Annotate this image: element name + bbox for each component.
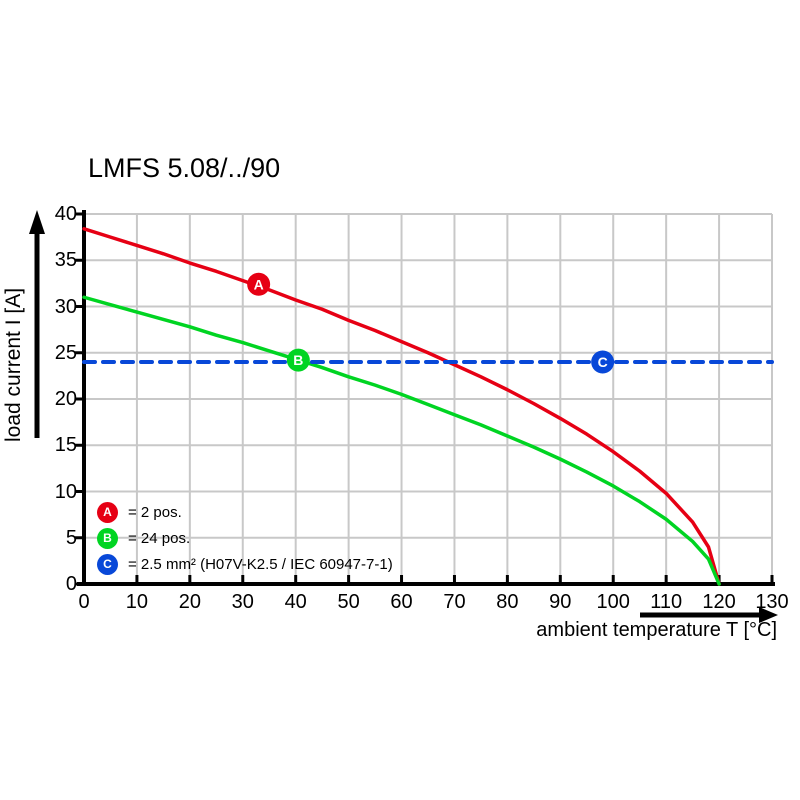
x-tick-label-120: 120	[702, 591, 736, 613]
marker-letter: C	[598, 354, 608, 370]
x-tick-label-0: 0	[78, 591, 90, 613]
y-tick-label-15: 15	[54, 434, 77, 457]
series-b-line	[82, 295, 721, 586]
legend-item-c: C = 2.5 mm² (H07V-K2.5 / IEC 60947-7-1)	[97, 554, 393, 575]
legend-item-a: A = 2 pos.	[97, 502, 393, 523]
marker-c: C	[591, 350, 615, 374]
legend-text: = 2 pos.	[128, 504, 182, 521]
x-tick-label-80: 80	[496, 591, 519, 613]
legend-text: = 2.5 mm² (H07V-K2.5 / IEC 60947-7-1)	[128, 556, 393, 573]
x-axis-label: ambient temperature T [°C]	[536, 619, 777, 641]
y-tick-label-40: 40	[54, 203, 77, 225]
legend-c-badge-icon: C	[97, 554, 118, 575]
x-tick-label-30: 30	[231, 591, 254, 613]
x-tick-label-10: 10	[125, 591, 149, 613]
x-tick-label-60: 60	[390, 591, 413, 613]
x-tick-label-70: 70	[443, 591, 466, 613]
marker-letter: A	[254, 276, 264, 292]
x-tick-label-90: 90	[549, 591, 572, 613]
y-tick-label-0: 0	[65, 573, 77, 595]
legend-b-badge-icon: B	[97, 528, 118, 549]
marker-b: B	[286, 348, 310, 372]
x-tick-label-20: 20	[178, 591, 201, 613]
x-tick-label-50: 50	[337, 591, 360, 613]
legend: A = 2 pos. B = 24 pos. C = 2.5 mm² (H07V-K2.5…	[97, 502, 393, 580]
y-tick-label-10: 10	[54, 480, 77, 503]
y-tick-label-20: 20	[54, 388, 77, 410]
y-tick-label-5: 5	[65, 526, 77, 549]
x-tick-label-100: 100	[596, 591, 630, 613]
series-a-line	[82, 227, 721, 586]
x-tick-label-130: 130	[755, 591, 789, 613]
y-tick-label-35: 35	[54, 249, 77, 272]
gridlines	[84, 213, 773, 584]
marker-letter: B	[293, 352, 303, 368]
chart-title: LMFS 5.08/../90	[88, 153, 281, 183]
y-tick-label-30: 30	[54, 295, 77, 318]
marker-a: A	[247, 272, 271, 296]
x-tick-label-110: 110	[650, 591, 683, 613]
y-tick-label-25: 25	[54, 341, 77, 364]
legend-item-b: B = 24 pos.	[97, 528, 393, 549]
legend-text: = 24 pos.	[128, 530, 191, 547]
axis-arrows	[29, 210, 778, 623]
legend-a-badge-icon: A	[97, 502, 118, 523]
x-tick-label-40: 40	[284, 591, 307, 613]
